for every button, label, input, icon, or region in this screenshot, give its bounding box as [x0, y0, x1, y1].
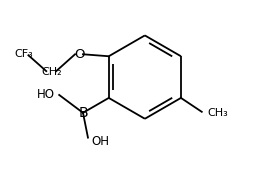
Text: CH₃: CH₃: [208, 108, 228, 118]
Text: B: B: [78, 106, 88, 120]
Text: O: O: [74, 48, 84, 61]
Text: CF₃: CF₃: [14, 49, 33, 59]
Text: OH: OH: [91, 135, 109, 148]
Text: CH₂: CH₂: [41, 67, 61, 77]
Text: HO: HO: [37, 88, 55, 101]
